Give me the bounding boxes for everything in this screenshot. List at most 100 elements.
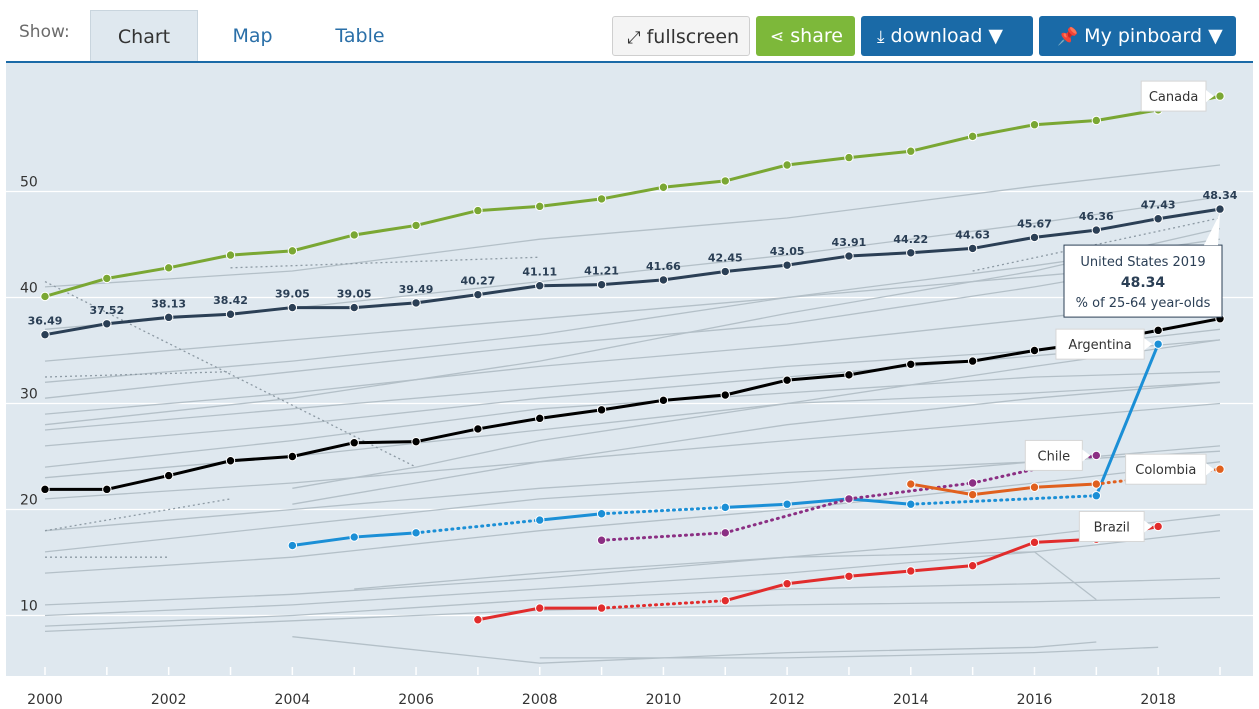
- united-states-point: [163, 312, 174, 323]
- canada-point: [844, 152, 854, 163]
- canada-segment: [476, 204, 542, 213]
- fullscreen-label: fullscreen: [646, 26, 740, 48]
- download-button[interactable]: ⤓ download ▼: [861, 16, 1033, 56]
- brazil-point: [720, 595, 730, 606]
- argentina-segment: [847, 497, 913, 506]
- chile-label: Chile: [1038, 449, 1071, 464]
- oecd-point: [349, 438, 359, 448]
- oecd-segment: [167, 459, 233, 478]
- plot-area: [6, 63, 1253, 676]
- chile-point: [844, 494, 854, 504]
- united-states-point: [287, 302, 298, 313]
- x-tick-label: 2016: [1017, 692, 1053, 708]
- oecd-point: [906, 359, 916, 369]
- oecd-point: [596, 405, 607, 415]
- background-series-line: [292, 636, 1097, 664]
- canada-segment: [167, 253, 233, 270]
- oecd-point: [473, 424, 483, 434]
- united-states-point: [1215, 204, 1225, 214]
- oecd-segment: [290, 441, 356, 458]
- canada-point: [906, 146, 916, 156]
- brazil-point: [782, 579, 792, 589]
- united-states-segment: [105, 315, 171, 326]
- brazil-label-arrow: [1144, 520, 1153, 533]
- colombia-segment: [909, 482, 975, 497]
- brazil-label: Brazil: [1094, 520, 1130, 535]
- oecd-segment: [476, 416, 542, 431]
- oecd-point: [102, 484, 112, 495]
- oecd-point: [225, 456, 236, 466]
- united-states-segment: [229, 306, 294, 316]
- canada-segment: [723, 163, 789, 183]
- canada-point: [658, 182, 669, 192]
- argentina-segment: [909, 494, 1098, 506]
- argentina-point: [535, 515, 545, 525]
- data-label: 45.67: [1017, 217, 1052, 230]
- y-tick-label: 10: [20, 599, 38, 615]
- united-states-segment: [414, 293, 480, 305]
- y-tick-label: 30: [20, 387, 38, 403]
- oecd-point: [163, 470, 174, 481]
- colombia-point: [967, 489, 978, 500]
- brazil-point: [1029, 537, 1040, 548]
- x-tick-label: 2018: [1140, 692, 1176, 708]
- share-button[interactable]: ⋖ share: [756, 16, 855, 56]
- oecd-point: [1153, 325, 1163, 336]
- oecd-segment: [661, 393, 727, 402]
- united-states-segment: [1032, 228, 1098, 239]
- chile-segment: [847, 481, 975, 501]
- canada-label: Canada: [1149, 90, 1198, 105]
- colombia-label-arrow: [1206, 463, 1214, 476]
- united-states-segment: [723, 263, 789, 274]
- chile-label-arrow: [1082, 449, 1091, 462]
- fullscreen-button[interactable]: ⤢ fullscreen: [612, 16, 750, 56]
- x-tick-label: 2000: [27, 692, 63, 708]
- chile-point: [720, 528, 730, 538]
- brazil-segment: [785, 574, 851, 586]
- canada-segment: [971, 123, 1036, 138]
- united-states-segment: [600, 278, 665, 287]
- oecd-segment: [229, 455, 294, 463]
- data-label: 47.43: [1141, 199, 1176, 212]
- tab-map[interactable]: Map: [232, 25, 273, 47]
- argentina-segment: [414, 518, 542, 535]
- oecd-segment: [1156, 317, 1222, 332]
- brazil-point: [967, 560, 978, 571]
- tooltip-title: United States 2019: [1080, 255, 1205, 270]
- background-series-dotted: [972, 217, 1221, 272]
- chile-segment: [723, 497, 851, 535]
- canada-segment: [414, 209, 480, 227]
- oecd-point: [658, 395, 669, 406]
- x-tick-label: 2012: [769, 692, 805, 708]
- pinboard-label: My pinboard ▼: [1084, 25, 1223, 47]
- oecd-segment: [785, 373, 851, 382]
- argentina-label-arrow: [1144, 338, 1153, 351]
- oecd-point: [40, 484, 50, 495]
- download-icon: ⤓: [877, 27, 885, 47]
- united-states-segment: [785, 254, 851, 267]
- argentina-point: [720, 502, 730, 513]
- show-label: Show:: [19, 22, 70, 42]
- oecd-segment: [105, 474, 171, 491]
- pinboard-button[interactable]: 📌 My pinboard ▼: [1039, 16, 1236, 56]
- brazil-point: [596, 603, 607, 613]
- canada-segment: [1032, 118, 1098, 127]
- canada-segment: [847, 149, 913, 160]
- brazil-segment: [909, 564, 975, 573]
- argentina-segment: [352, 531, 418, 539]
- brazil-segment: [971, 540, 1036, 568]
- brazil-segment: [723, 582, 789, 603]
- brazil-point: [1153, 521, 1163, 532]
- united-states-segment: [43, 322, 109, 337]
- data-label: 43.05: [770, 245, 805, 258]
- brazil-point: [535, 603, 545, 613]
- canada-point: [1029, 120, 1040, 130]
- tab-table[interactable]: Table: [335, 25, 385, 47]
- share-label: share: [790, 25, 843, 47]
- background-series-line: [539, 646, 1159, 659]
- tab-chart[interactable]: Chart: [90, 10, 198, 63]
- data-label: 37.52: [89, 304, 124, 317]
- y-tick-label: 20: [20, 493, 38, 509]
- colombia-label-box: [1125, 453, 1207, 485]
